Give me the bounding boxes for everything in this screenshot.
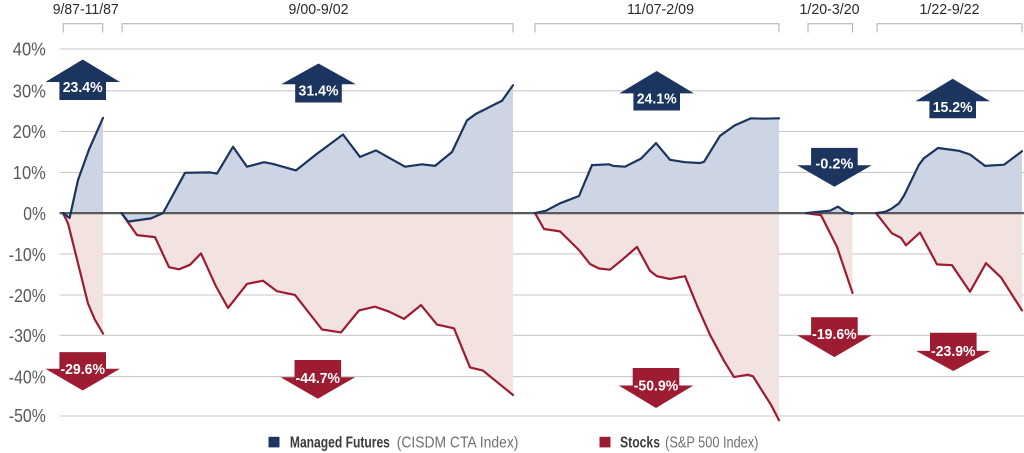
svg-text:23.4%: 23.4% xyxy=(63,79,103,96)
svg-text:9/00-9/02: 9/00-9/02 xyxy=(289,1,349,18)
svg-text:-44.7%: -44.7% xyxy=(296,370,341,387)
svg-text:11/07-2/09: 11/07-2/09 xyxy=(627,1,694,18)
svg-text:Managed Futures: Managed Futures xyxy=(290,434,390,451)
svg-text:-30%: -30% xyxy=(9,325,46,346)
svg-text:0%: 0% xyxy=(23,203,46,224)
svg-text:-50%: -50% xyxy=(9,405,46,426)
svg-text:-19.6%: -19.6% xyxy=(812,326,857,343)
svg-text:1/22-9/22: 1/22-9/22 xyxy=(920,1,980,18)
svg-text:-0.2%: -0.2% xyxy=(815,156,853,173)
svg-text:31.4%: 31.4% xyxy=(299,82,339,99)
svg-text:(CISDM CTA Index): (CISDM CTA Index) xyxy=(397,434,519,451)
svg-text:10%: 10% xyxy=(13,162,46,183)
svg-text:-10%: -10% xyxy=(9,244,46,265)
svg-text:20%: 20% xyxy=(13,121,46,142)
svg-text:-20%: -20% xyxy=(9,285,46,306)
svg-text:24.1%: 24.1% xyxy=(637,90,677,107)
svg-text:(S&P 500 Index): (S&P 500 Index) xyxy=(665,434,758,451)
svg-text:1/20-3/20: 1/20-3/20 xyxy=(800,1,860,18)
svg-text:9/87-11/87: 9/87-11/87 xyxy=(53,1,119,18)
svg-text:-40%: -40% xyxy=(9,366,46,387)
svg-text:40%: 40% xyxy=(13,39,46,60)
svg-text:30%: 30% xyxy=(13,81,46,102)
svg-text:-50.9%: -50.9% xyxy=(634,378,679,395)
svg-text:-23.9%: -23.9% xyxy=(931,343,976,360)
svg-text:15.2%: 15.2% xyxy=(933,99,973,116)
svg-text:-29.6%: -29.6% xyxy=(60,361,105,378)
svg-text:Stocks: Stocks xyxy=(620,434,660,451)
